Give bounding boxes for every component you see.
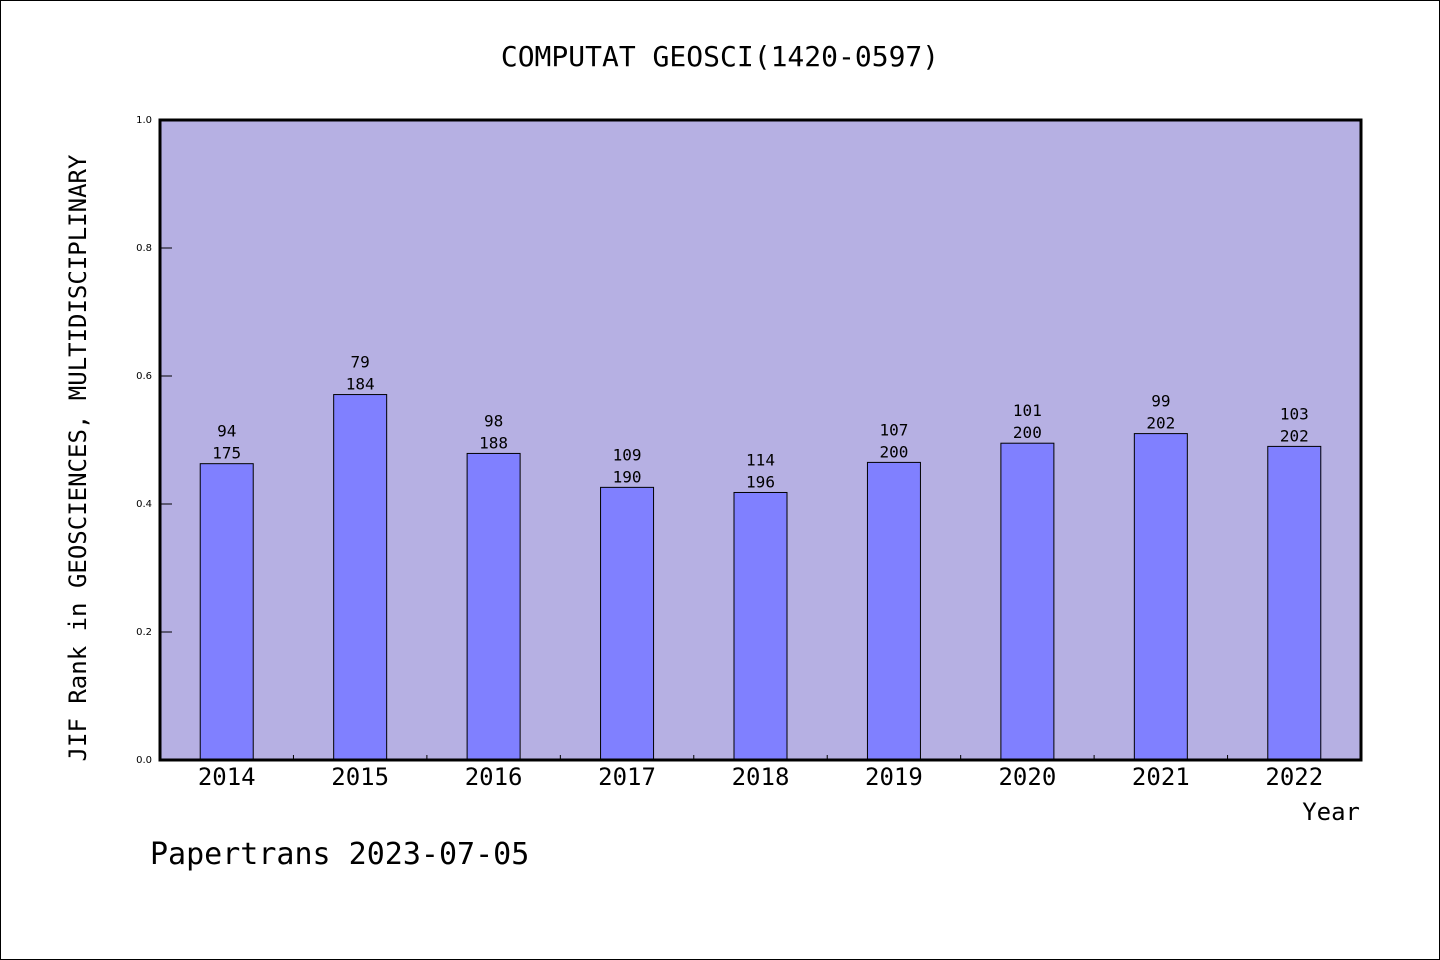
bar-2022 [1267, 445, 1322, 761]
bar-rank-label: 79 [351, 353, 370, 372]
y-tick-label: 0.8 [136, 243, 152, 254]
bar-rank-label: 109 [613, 445, 642, 464]
x-axis-label: Year [1302, 798, 1360, 826]
bar-2014 [199, 463, 254, 761]
bar-total-label: 202 [1146, 414, 1175, 433]
y-tick-label: 0.2 [136, 627, 152, 638]
bar-total-label: 188 [479, 433, 508, 452]
y-tick-label: 0.4 [136, 499, 152, 510]
bar-rank-label: 107 [879, 420, 908, 439]
bar-total-label: 175 [212, 444, 241, 463]
x-tick-label: 2016 [465, 763, 523, 791]
x-tick-label: 2018 [732, 763, 790, 791]
chart-title: COMPUTAT GEOSCI(1420-0597) [501, 40, 939, 73]
bar-2020 [1000, 442, 1055, 761]
bar-total-label: 196 [746, 472, 775, 491]
x-tick-label: 2019 [865, 763, 923, 791]
x-tick-label: 2020 [998, 763, 1056, 791]
bar-rank-label: 101 [1013, 401, 1042, 420]
bar-total-label: 202 [1280, 426, 1309, 445]
bar-rank-label: 99 [1151, 392, 1170, 411]
y-tick-label: 0.0 [136, 755, 152, 766]
bar-2016 [466, 452, 521, 761]
bar-total-label: 200 [879, 442, 908, 461]
bar-2019 [866, 461, 921, 761]
x-tick-label: 2021 [1132, 763, 1190, 791]
x-tick-label: 2014 [198, 763, 256, 791]
bar-2018 [733, 491, 788, 761]
bar-rank-label: 98 [484, 411, 503, 430]
plot-border [158, 118, 1363, 762]
bar-total-label: 200 [1013, 423, 1042, 442]
footer-text: Papertrans 2023-07-05 [150, 837, 529, 872]
bar-2015 [333, 394, 388, 761]
bar-total-label: 184 [346, 375, 375, 394]
bar-2017 [600, 486, 655, 761]
x-tick-label: 2022 [1265, 763, 1323, 791]
x-tick-label: 2017 [598, 763, 656, 791]
bar-rank-label: 103 [1280, 404, 1309, 423]
bar-rank-label: 94 [217, 422, 236, 441]
y-axis-label: JIF Rank in GEOSCIENCES, MULTIDISCIPLINA… [64, 154, 92, 761]
y-tick-label: 1.0 [136, 115, 152, 126]
y-tick-label: 0.6 [136, 371, 152, 382]
bar-rank-label: 114 [746, 450, 775, 469]
x-tick-label: 2015 [331, 763, 389, 791]
bar-2021 [1133, 433, 1188, 761]
bar-total-label: 190 [613, 467, 642, 486]
